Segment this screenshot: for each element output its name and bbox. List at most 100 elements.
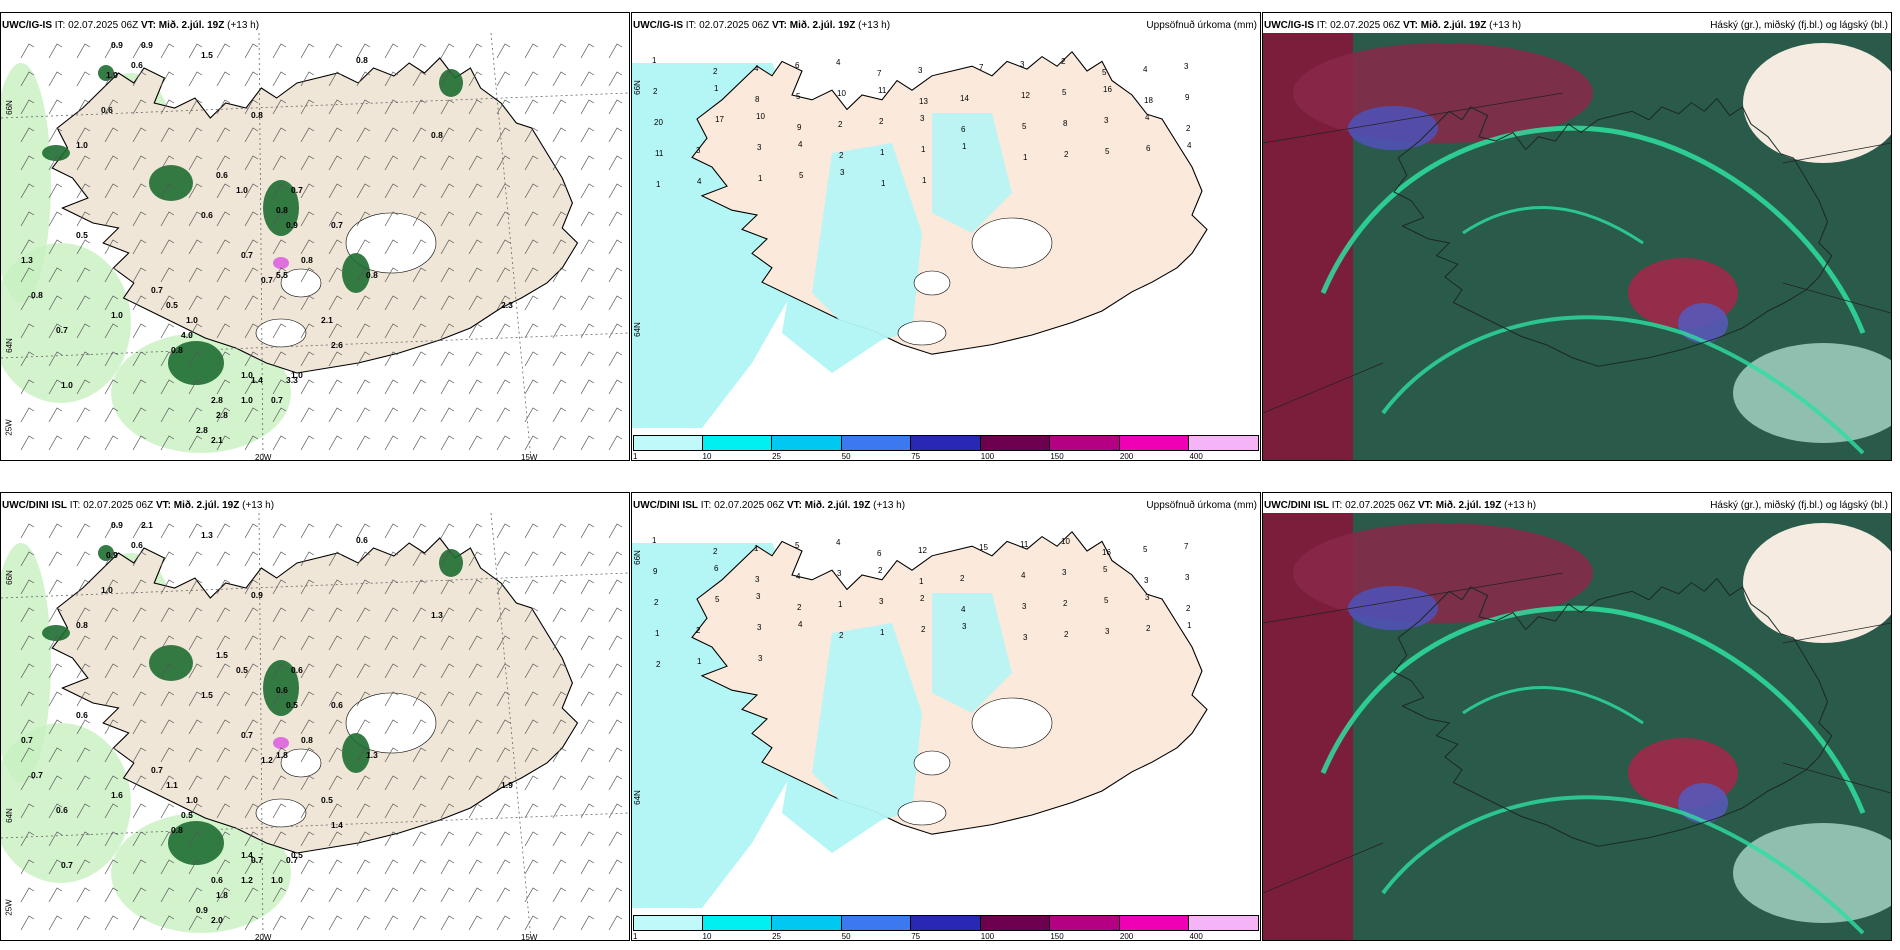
accum-value-label: 2 bbox=[838, 120, 843, 129]
wind-barb bbox=[580, 691, 595, 707]
wind-barb bbox=[48, 523, 63, 539]
wind-barb bbox=[300, 635, 315, 651]
wind-barb bbox=[76, 99, 91, 115]
wind-barb bbox=[48, 579, 63, 595]
precip-value-label: 0.9 bbox=[106, 550, 118, 560]
wind-barb bbox=[104, 691, 119, 707]
wind-barb bbox=[608, 775, 623, 791]
wind-barb bbox=[272, 915, 287, 931]
wind-barb bbox=[216, 607, 231, 623]
wind-barb bbox=[356, 523, 371, 539]
wind-barb bbox=[356, 211, 371, 227]
wind-barb bbox=[328, 915, 343, 931]
wind-barb bbox=[272, 239, 287, 255]
wind-barb bbox=[496, 775, 511, 791]
wind-barb bbox=[468, 859, 483, 875]
wind-barb bbox=[160, 831, 175, 847]
wind-barb bbox=[244, 691, 259, 707]
accum-value-label: 6 bbox=[877, 549, 882, 558]
wind-barb bbox=[384, 183, 399, 199]
precip-value-label: 0.6 bbox=[56, 805, 68, 815]
wind-barb bbox=[468, 663, 483, 679]
wind-barb bbox=[496, 407, 511, 423]
map-accum-precip[interactable]: 1 2 1 5 4 6 12 15 11 10 16 5 7 9 6 3 4 3 2 1 2 4 3 5 3 3 2 5 3 2 1 3 2 4 3… bbox=[632, 513, 1260, 908]
map-wind-precip[interactable]: 0.9 2.1 1.3 0.6 0.6 0.9 1.0 0.9 1.3 0.8 1.5 0.5 0.6 0… bbox=[1, 513, 629, 940]
wind-barb bbox=[76, 295, 91, 311]
precip-area bbox=[1, 543, 51, 783]
wind-barb bbox=[48, 295, 63, 311]
wind-barb bbox=[580, 379, 595, 395]
wind-barb bbox=[300, 99, 315, 115]
accum-value-label: 5 bbox=[715, 595, 720, 604]
wind-barb bbox=[608, 351, 623, 367]
accum-value-label: 5 bbox=[1062, 88, 1067, 97]
precip-value-label: 2.1 bbox=[141, 520, 153, 530]
wind-barb bbox=[216, 211, 231, 227]
accum-value-label: 1 bbox=[697, 657, 702, 666]
precip-value-label: 0.5 bbox=[76, 230, 88, 240]
accum-value-label: 3 bbox=[918, 66, 923, 75]
colorbar-tick-label: 25 bbox=[772, 932, 782, 941]
precip-value-label: 0.8 bbox=[301, 255, 313, 265]
wind-barb bbox=[608, 99, 623, 115]
accum-value-label: 9 bbox=[653, 567, 658, 576]
wind-barb bbox=[104, 859, 119, 875]
wind-barb bbox=[412, 267, 427, 283]
wind-barb bbox=[244, 887, 259, 903]
wind-barb bbox=[608, 719, 623, 735]
wind-barb bbox=[188, 183, 203, 199]
precip-value-label: 0.9 bbox=[111, 40, 123, 50]
accum-value-label: 3 bbox=[1184, 62, 1189, 71]
wind-barb bbox=[552, 579, 567, 595]
precip-value-label: 1.3 bbox=[366, 750, 378, 760]
accum-value-label: 5 bbox=[1102, 68, 1107, 77]
wind-barb bbox=[188, 239, 203, 255]
accum-value-label: 4 bbox=[1145, 113, 1150, 122]
wind-barb bbox=[20, 43, 35, 59]
colorbar-tick-label: 200 bbox=[1119, 932, 1134, 941]
wind-barb bbox=[412, 747, 427, 763]
accum-value-label: 3 bbox=[920, 114, 925, 123]
wind-barb bbox=[468, 127, 483, 143]
wind-barb bbox=[356, 99, 371, 115]
map-accum-precip[interactable]: 1 2 4 6 4 7 3 7 3 2 5 4 3 2 1 8 5 10 11 13 14 12 5 16 18 9 20 17 10 9… bbox=[632, 33, 1260, 428]
wind-barb bbox=[272, 211, 287, 227]
accum-value-label: 3 bbox=[1022, 602, 1027, 611]
wind-barb bbox=[244, 323, 259, 339]
wind-barb bbox=[132, 775, 147, 791]
map-clouds[interactable] bbox=[1263, 33, 1891, 460]
wind-barb bbox=[20, 407, 35, 423]
cloud-contour bbox=[1381, 315, 1865, 455]
wind-barb bbox=[328, 551, 343, 567]
accum-value-label: 5 bbox=[1022, 122, 1027, 131]
wind-barb bbox=[580, 551, 595, 567]
precip-value-label: 0.6 bbox=[291, 665, 303, 675]
accum-value-label: 6 bbox=[1146, 144, 1151, 153]
wind-barb bbox=[188, 407, 203, 423]
wind-barb bbox=[188, 295, 203, 311]
wind-barb bbox=[272, 155, 287, 171]
precip-value-label: 1.6 bbox=[111, 790, 123, 800]
precip-value-label: 0.7 bbox=[21, 735, 33, 745]
accum-value-label: 2 bbox=[1064, 630, 1069, 639]
wind-barb bbox=[328, 99, 343, 115]
precip-value-label: 0.9 bbox=[141, 40, 153, 50]
colorbar-swatch bbox=[980, 915, 1051, 931]
wind-barb bbox=[468, 803, 483, 819]
wind-barb bbox=[440, 183, 455, 199]
precip-value-label: 2.6 bbox=[331, 340, 343, 350]
iceland-group bbox=[51, 57, 579, 374]
map-clouds[interactable] bbox=[1263, 513, 1891, 940]
precip-value-label: 1.0 bbox=[111, 310, 123, 320]
wind-barb bbox=[608, 607, 623, 623]
wind-barb bbox=[244, 579, 259, 595]
wind-barb bbox=[188, 607, 203, 623]
colorbar-tick-label: 75 bbox=[911, 932, 921, 941]
map-wind-precip[interactable]: 0.9 0.9 1.5 0.8 0.6 1.0 0.6 0.8 0.8 1.0 0.6 1.0 0.8 0… bbox=[1, 33, 629, 460]
wind-barb bbox=[328, 691, 343, 707]
precip-core bbox=[149, 645, 193, 681]
wind-barb bbox=[76, 747, 91, 763]
wind-barb bbox=[384, 239, 399, 255]
accum-value-label: 2 bbox=[879, 117, 884, 126]
wind-barb bbox=[552, 719, 567, 735]
